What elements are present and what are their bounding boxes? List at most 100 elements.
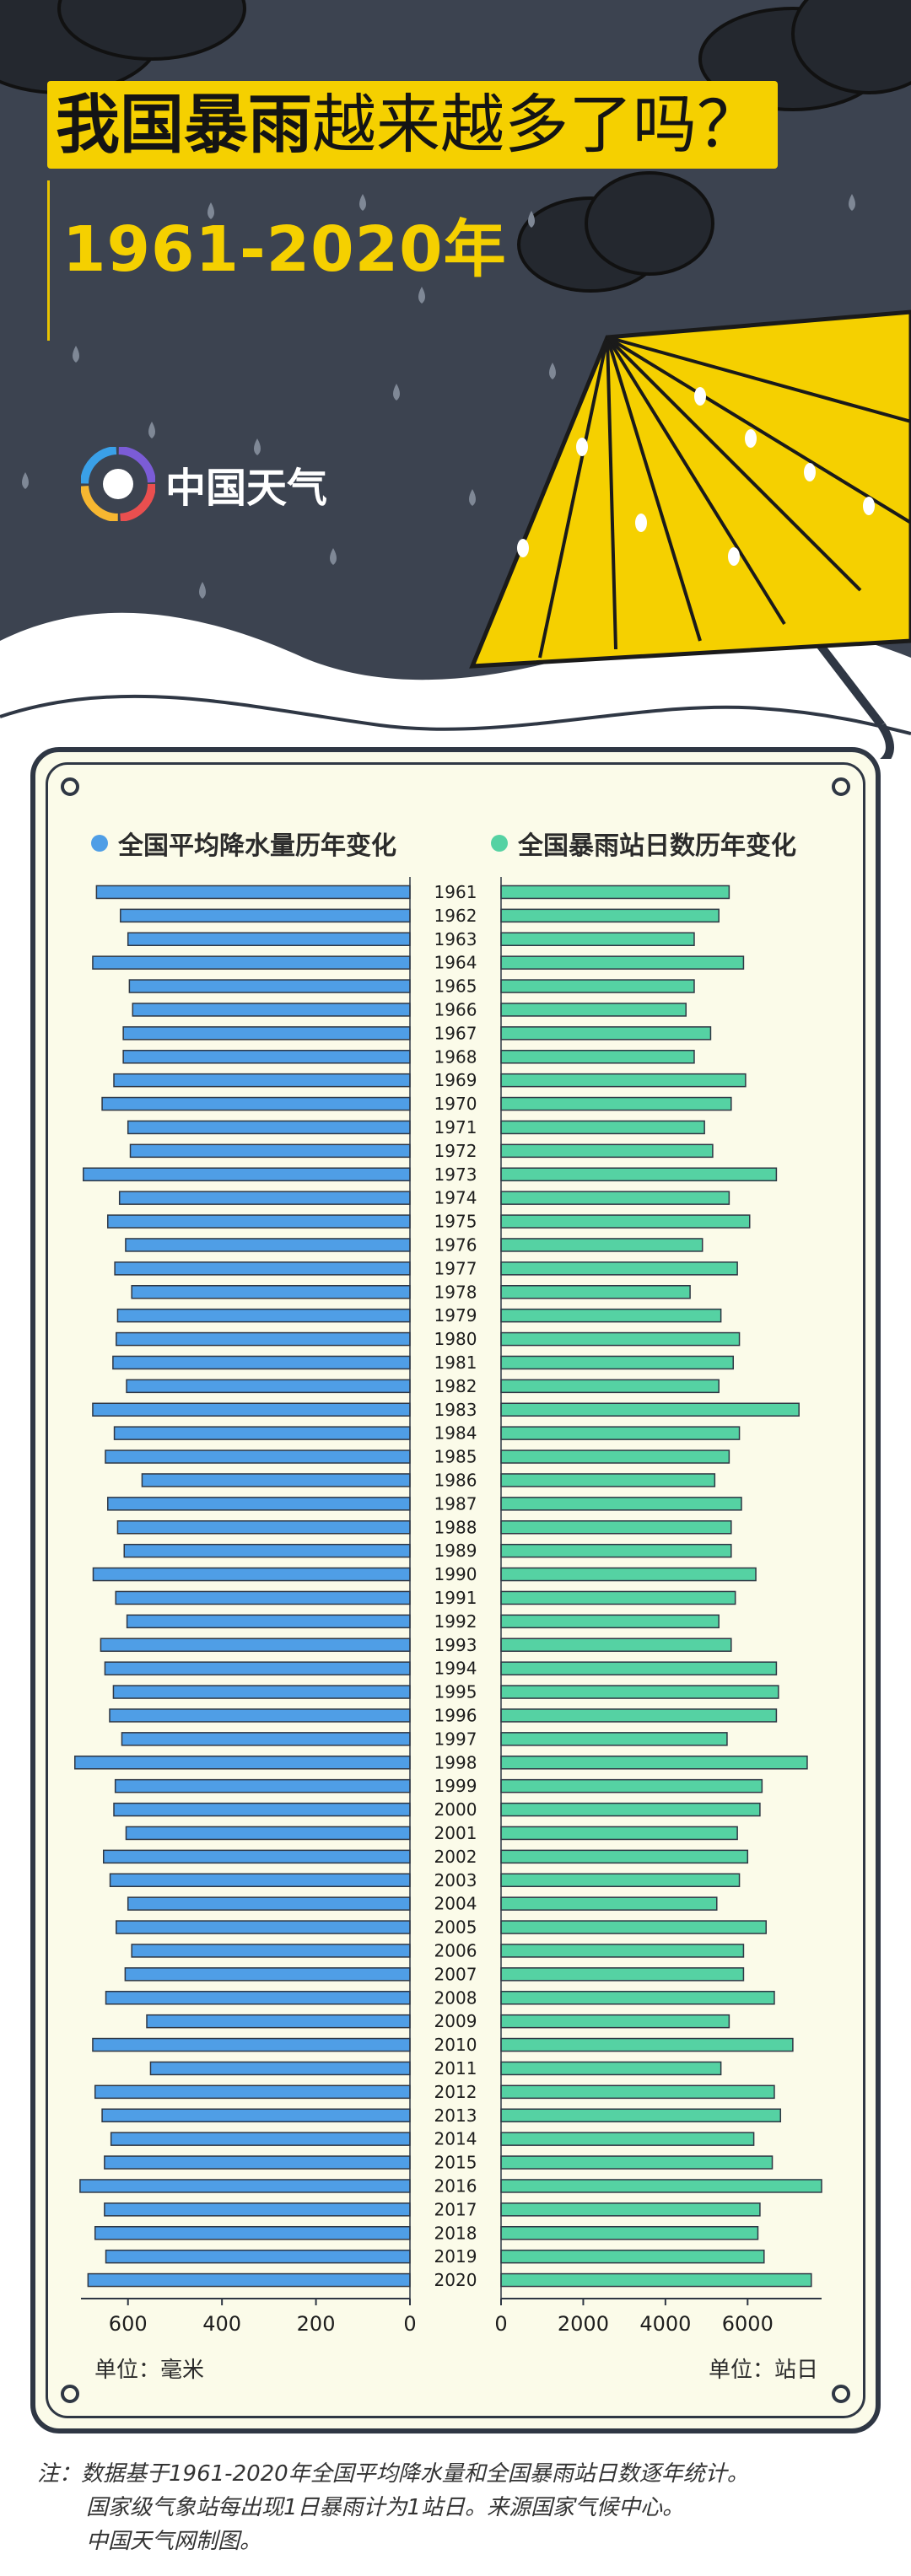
chart-panel-inner-border (46, 762, 865, 2418)
rainstorm-days-bar (500, 1167, 778, 1181)
year-label: 1997 (434, 1729, 477, 1749)
year-label: 1978 (434, 1282, 477, 1302)
legend-left-label: 全国平均降水量历年变化 (118, 831, 396, 861)
rainstorm-days-bar (500, 1308, 722, 1323)
precipitation-bar (107, 1214, 411, 1229)
precipitation-bar (122, 1050, 411, 1064)
year-label: 1962 (434, 906, 477, 926)
rainstorm-days-bar (500, 1449, 730, 1464)
precipitation-bar (92, 2037, 411, 2052)
rainstorm-days-bar (500, 1849, 749, 1864)
year-label: 1974 (434, 1188, 477, 1208)
precipitation-bar (149, 2061, 411, 2076)
rainstorm-days-bar (500, 1238, 703, 1252)
precipitation-bar (126, 1379, 411, 1394)
precipitation-bar (116, 1308, 411, 1323)
precipitation-bar (83, 1167, 411, 1181)
precipitation-bar (112, 1355, 411, 1370)
rainstorm-days-bar (500, 1214, 751, 1229)
year-label: 1977 (434, 1258, 477, 1278)
precipitation-bar (105, 1449, 411, 1464)
year-label: 1990 (434, 1564, 477, 1584)
rainstorm-days-bar (500, 2132, 755, 2146)
corner-dot (832, 2385, 850, 2403)
title-accent-line (47, 180, 50, 341)
year-label: 2015 (434, 2153, 477, 2173)
rainstorm-days-bar (500, 1567, 757, 1582)
year-label: 1964 (434, 953, 477, 973)
year-label: 1986 (434, 1470, 477, 1490)
rainstorm-days-bar (500, 1756, 808, 1770)
year-label: 1972 (434, 1141, 477, 1161)
year-label: 1970 (434, 1094, 477, 1114)
year-label: 2003 (434, 1870, 477, 1890)
year-label: 2019 (434, 2246, 477, 2267)
year-label: 1961 (434, 882, 477, 902)
corner-dot (61, 2385, 79, 2403)
year-label: 2007 (434, 1964, 477, 1984)
rainstorm-days-bar (500, 1285, 691, 1299)
rainstorm-days-bar (500, 908, 720, 923)
legend-right-label: 全国暴雨站日数历年变化 (518, 831, 796, 861)
rainstorm-days-bar (500, 2108, 782, 2122)
rainstorm-days-bar (500, 1708, 778, 1723)
rainstorm-days-bar (500, 1873, 741, 1887)
year-label: 1994 (434, 1659, 477, 1679)
year-label: 1995 (434, 1682, 477, 1702)
page-title-rest: 越来越多了吗？ (312, 87, 761, 162)
year-label: 1984 (434, 1423, 477, 1444)
right-tick-label: 6000 (722, 2312, 774, 2336)
precipitation-bar (92, 1567, 411, 1582)
umbrella-icon (469, 309, 911, 759)
precipitation-bar (131, 1944, 411, 1958)
precipitation-bar (121, 1732, 411, 1746)
precipitation-bar (131, 1285, 411, 1299)
rainstorm-days-bar (500, 1331, 741, 1347)
footnote: 注：数据基于1961-2020年全国平均降水量和全国暴雨站日数逐年统计。 国家级… (37, 2457, 749, 2558)
rainstorm-days-bar (500, 1685, 779, 1699)
rainstorm-days-bar (500, 1732, 728, 1746)
precipitation-bar (87, 2272, 411, 2288)
precipitation-bar (112, 1685, 411, 1699)
year-label: 2018 (434, 2223, 477, 2243)
rainstorm-days-bar (500, 1073, 747, 1088)
year-label: 2013 (434, 2105, 477, 2126)
precipitation-bar (104, 1661, 411, 1675)
precipitation-bar (116, 1331, 411, 1347)
rainstorm-days-bar (500, 1026, 712, 1041)
right-tick-label: 0 (494, 2312, 507, 2336)
year-label: 1993 (434, 1635, 477, 1655)
rainstorm-days-bar (500, 2272, 812, 2288)
left-tick-label: 600 (109, 2312, 148, 2336)
left-tick-label: 400 (202, 2312, 241, 2336)
rainstorm-days-bar (500, 1638, 732, 1652)
year-label: 1980 (434, 1329, 477, 1349)
rainstorm-days-bar (500, 1191, 730, 1205)
year-label: 2012 (434, 2082, 477, 2102)
year-label: 1976 (434, 1234, 477, 1255)
rainstorm-days-bar (500, 1355, 735, 1370)
precipitation-bar (129, 1143, 411, 1159)
rainstorm-days-bar (500, 2084, 775, 2100)
precipitation-bar (110, 2132, 411, 2146)
precipitation-bar (125, 1826, 411, 1841)
rainstorm-days-bar (500, 1896, 718, 1911)
rainstorm-days-bar (500, 1096, 732, 1111)
rainstorm-days-bar (500, 1590, 736, 1605)
precipitation-bar (101, 1096, 411, 1111)
precipitation-bar (126, 1614, 411, 1629)
year-label: 2006 (434, 1940, 477, 1960)
year-label: 2001 (434, 1823, 477, 1843)
precipitation-bar (113, 1073, 411, 1088)
legend-right: 全国暴雨站日数历年变化 (491, 825, 796, 862)
year-label: 1998 (434, 1752, 477, 1772)
precipitation-bar (104, 2155, 411, 2170)
precipitation-bar (116, 1520, 411, 1535)
precipitation-bar (95, 885, 411, 900)
legend-left: 全国平均降水量历年变化 (91, 825, 396, 862)
precipitation-bar (94, 2226, 411, 2240)
precipitation-bar (102, 1849, 411, 1864)
precipitation-bar (122, 1026, 411, 1041)
year-label: 2009 (434, 2011, 477, 2031)
precipitation-bar (105, 2249, 411, 2264)
